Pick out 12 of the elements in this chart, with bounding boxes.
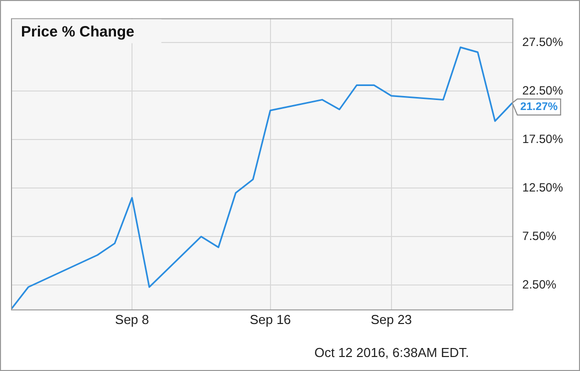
y-tick-label: 17.50% [522, 132, 564, 146]
y-tick-label: 27.50% [522, 34, 564, 49]
data-label: 21.27% [520, 100, 558, 113]
text: Oct 12 2016, 6:38AM EDT. [314, 345, 469, 360]
x-tick-label: Sep 23 [370, 312, 412, 327]
y-tick-label: 12.50% [522, 180, 564, 194]
y-tick-label: 2.50% [522, 277, 557, 292]
x-tick-label: Sep 8 [115, 312, 149, 327]
y-tick-label: 7.50% [522, 228, 557, 243]
chart-title: Price % Change [21, 23, 134, 40]
x-tick-label: Sep 16 [250, 312, 291, 327]
y-tick-label: 22.50% [522, 83, 564, 98]
